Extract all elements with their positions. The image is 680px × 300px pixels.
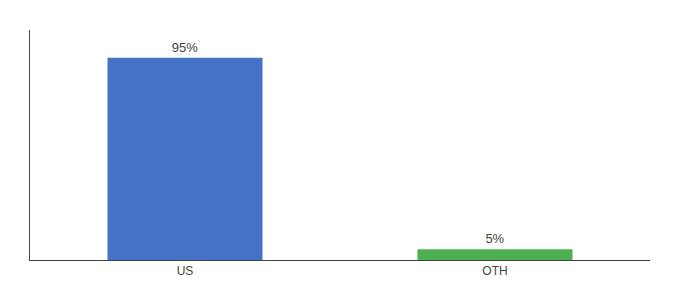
- svg-text:5%: 5%: [485, 231, 504, 246]
- svg-text:OTH: OTH: [482, 264, 507, 278]
- svg-text:95%: 95%: [172, 40, 198, 55]
- svg-text:US: US: [177, 264, 194, 278]
